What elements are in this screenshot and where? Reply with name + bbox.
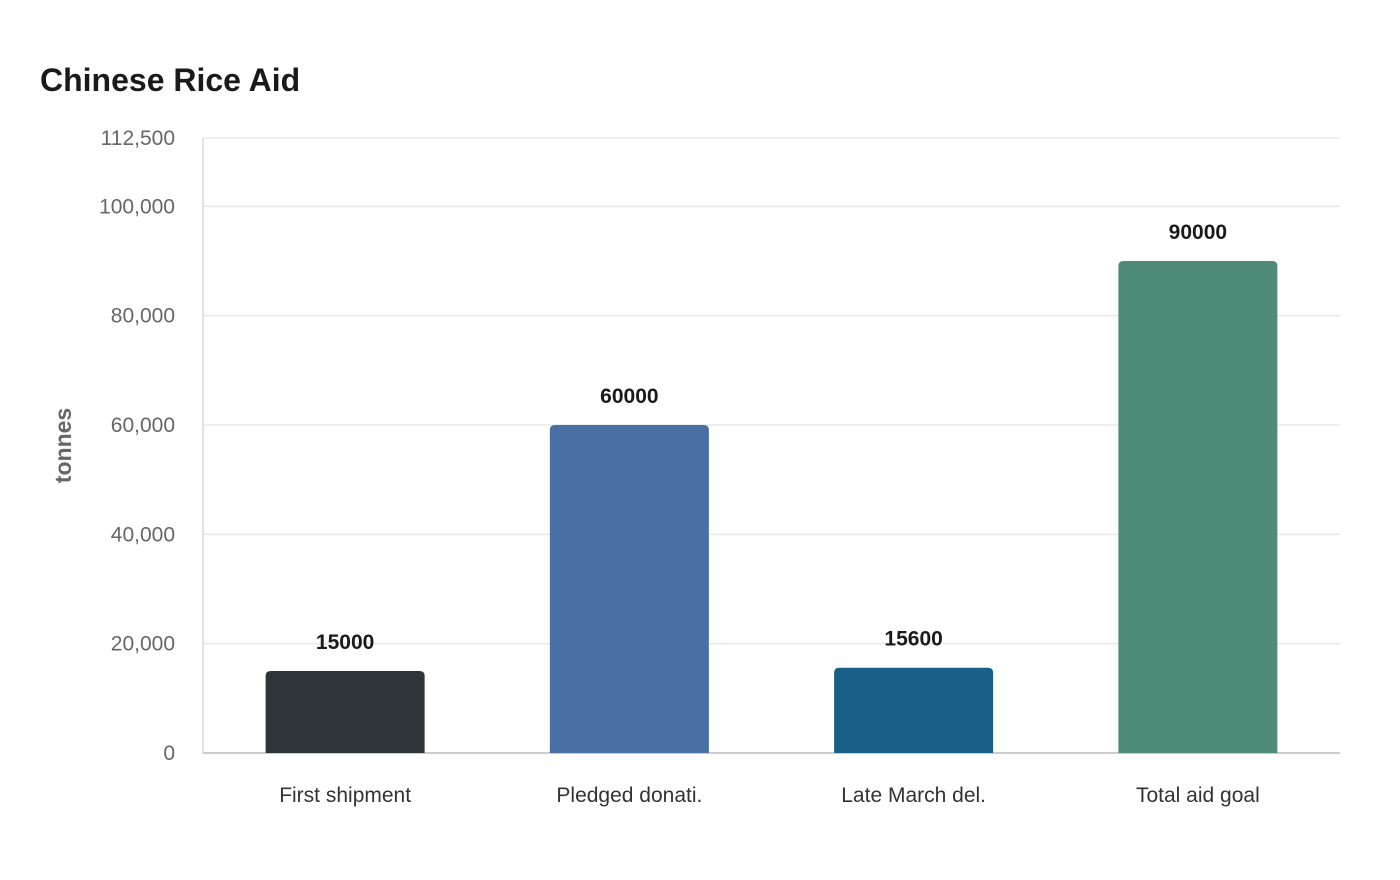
data-label: 60000 [600,385,658,408]
data-label: 90000 [1169,221,1227,244]
x-tick-label: Pledged donati. [556,784,702,807]
y-tick-label: 0 [163,742,175,765]
y-tick-label: 60,000 [111,414,175,437]
x-tick-label: Total aid goal [1136,784,1260,807]
data-label: 15000 [316,631,374,654]
data-label: 15600 [884,628,942,651]
bar [549,425,709,753]
chart-title: Chinese Rice Aid [40,62,301,98]
x-tick-label: Late March del. [841,784,986,807]
bar [834,667,994,753]
y-tick-label: 40,000 [111,523,175,546]
y-tick-label: 20,000 [111,633,175,656]
bar [1118,261,1278,753]
x-tick-label: First shipment [279,784,411,807]
bar [265,671,425,753]
y-tick-label: 80,000 [111,305,175,328]
y-axis-title: tonnes [50,408,76,483]
y-tick-label: 112,500 [101,127,175,150]
y-tick-label: 100,000 [99,195,175,218]
